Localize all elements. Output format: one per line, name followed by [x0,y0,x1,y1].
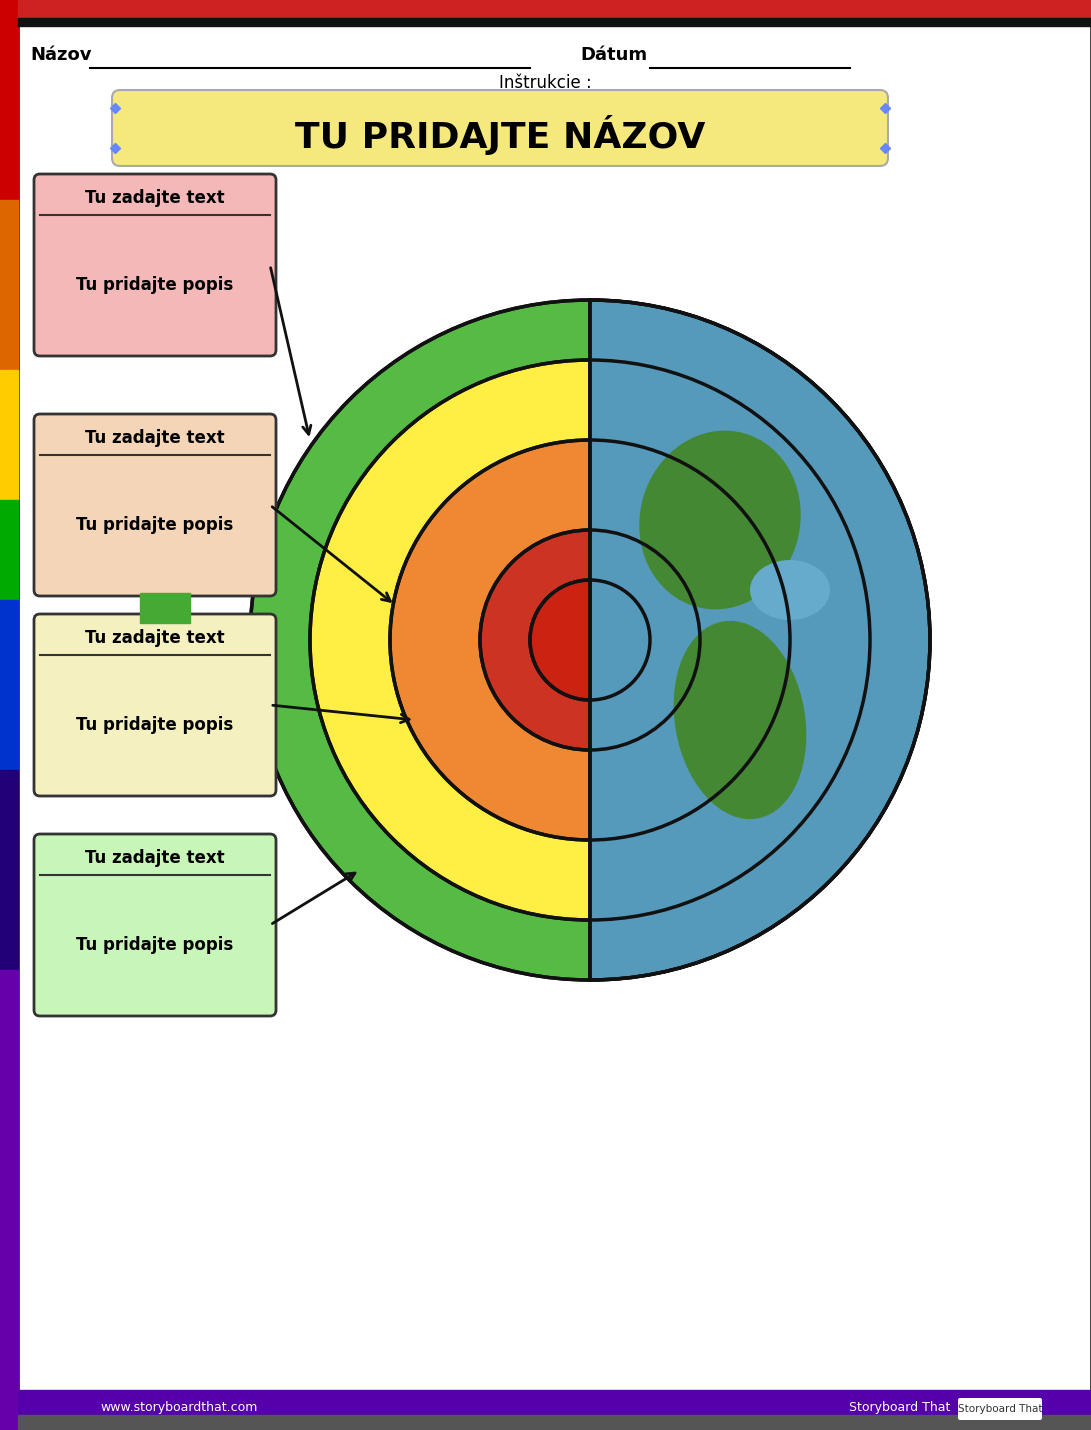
Wedge shape [250,300,590,980]
Text: Názov: Názov [29,46,92,64]
FancyBboxPatch shape [34,834,276,1015]
FancyBboxPatch shape [34,415,276,596]
FancyBboxPatch shape [958,1399,1042,1420]
Text: Dátum: Dátum [580,46,647,64]
Bar [140,593,190,623]
Text: www.storyboardthat.com: www.storyboardthat.com [100,1401,257,1414]
Bar [0,0,17,200]
Text: Tu pridajte popis: Tu pridajte popis [76,716,233,734]
Wedge shape [590,300,930,980]
FancyBboxPatch shape [34,174,276,356]
Bar [0,601,17,769]
Wedge shape [310,360,590,919]
Wedge shape [480,531,590,749]
Text: Storyboard That: Storyboard That [958,1404,1042,1414]
Text: Inštrukcie :: Inštrukcie : [499,74,591,92]
FancyBboxPatch shape [112,90,888,166]
FancyBboxPatch shape [17,0,1091,1430]
Bar [0,500,17,601]
Ellipse shape [673,621,806,819]
Bar [0,200,17,370]
Text: Tu pridajte popis: Tu pridajte popis [76,276,233,295]
Text: TU PRIDAJTE NÁZOV: TU PRIDAJTE NÁZOV [295,114,705,154]
Text: Storyboard That: Storyboard That [849,1401,950,1414]
Wedge shape [530,581,590,701]
Bar [17,1416,1091,1430]
Text: Tu zadajte text: Tu zadajte text [85,429,225,448]
Text: Tu pridajte popis: Tu pridajte popis [76,937,233,954]
Text: Tu zadajte text: Tu zadajte text [85,849,225,867]
Wedge shape [389,440,590,839]
Text: Tu zadajte text: Tu zadajte text [85,629,225,646]
Bar [17,1390,1091,1416]
Bar [17,19,1091,26]
Bar [0,769,17,970]
Bar [17,0,1091,19]
Text: Tu zadajte text: Tu zadajte text [85,189,225,207]
Bar [0,970,17,1430]
Bar [0,370,17,500]
Ellipse shape [639,430,801,609]
FancyBboxPatch shape [34,613,276,797]
Ellipse shape [750,561,830,621]
Text: Tu pridajte popis: Tu pridajte popis [76,516,233,533]
